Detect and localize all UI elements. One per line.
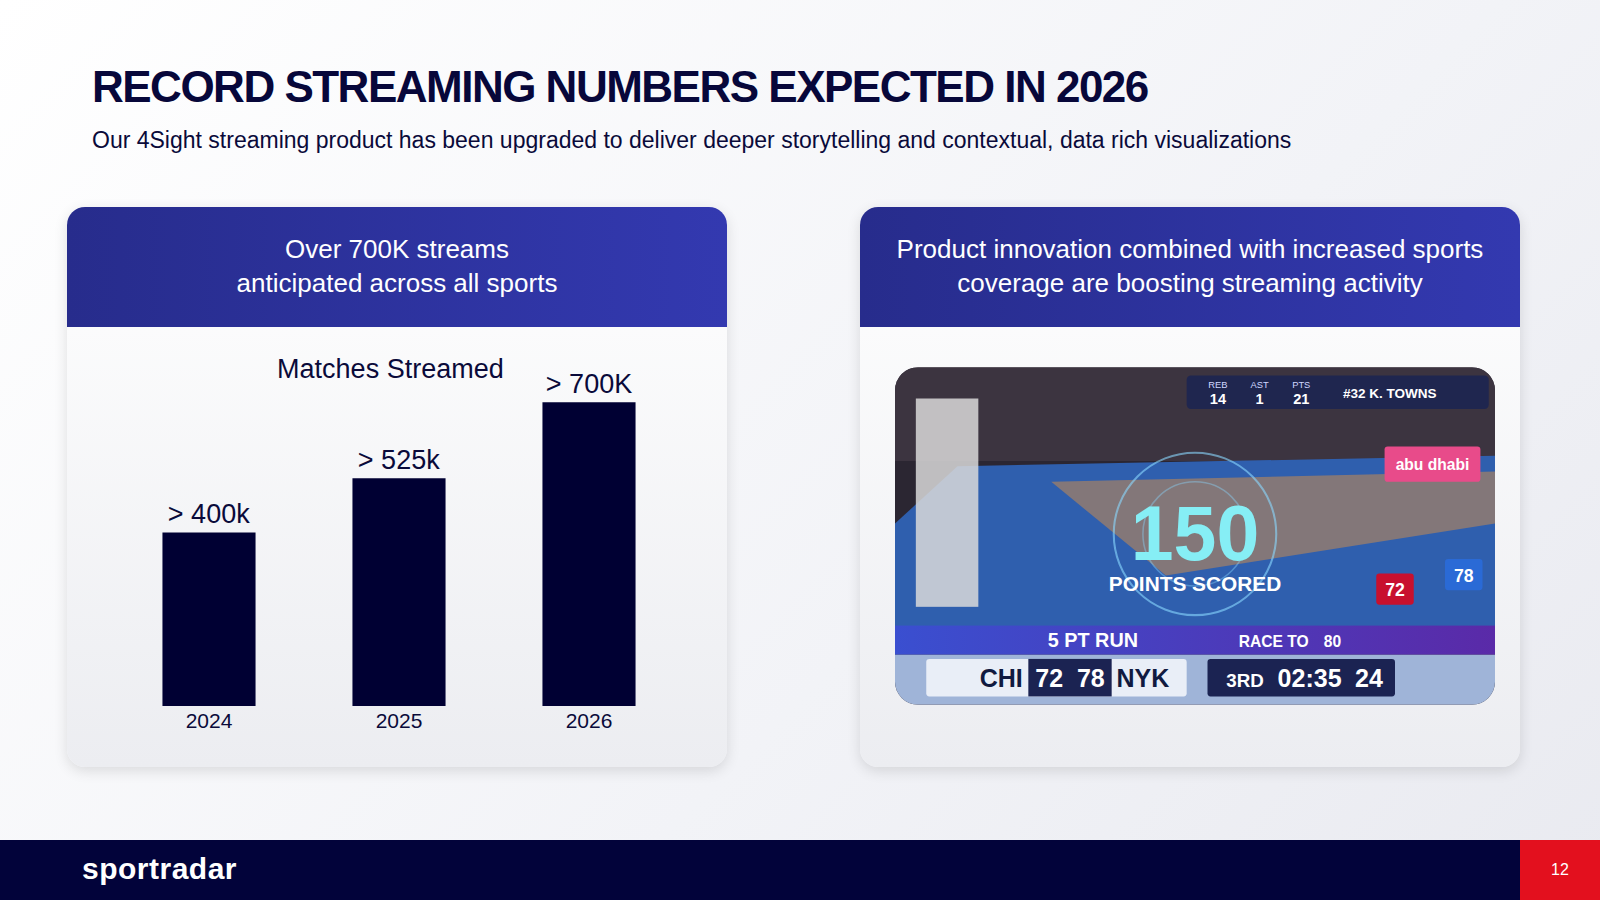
svg-text:#32 K. TOWNS: #32 K. TOWNS — [1343, 387, 1437, 402]
svg-text:AST: AST — [1250, 380, 1268, 390]
svg-text:REB: REB — [1208, 380, 1227, 390]
svg-text:78: 78 — [1077, 664, 1105, 692]
svg-text:2024: 2024 — [186, 709, 233, 732]
svg-text:1: 1 — [1256, 391, 1264, 407]
svg-text:2025: 2025 — [376, 709, 423, 732]
svg-text:5 PT RUN: 5 PT RUN — [1048, 629, 1138, 651]
svg-text:3RD: 3RD — [1226, 670, 1264, 691]
svg-text:Matches Streamed: Matches Streamed — [277, 354, 504, 384]
svg-text:80: 80 — [1324, 633, 1342, 650]
html-text:Over 700K streams anticipated: Over 700K streams anticipated across all… — [236, 234, 558, 298]
html-text:Our 4Sight streaming product h: Our 4Sight streaming product has been up… — [92, 127, 1292, 153]
svg-text:NYK: NYK — [1117, 664, 1170, 692]
svg-text:RACE TO: RACE TO — [1239, 633, 1309, 650]
svg-text:PTS: PTS — [1292, 380, 1310, 390]
svg-text:02:35: 02:35 — [1278, 664, 1342, 692]
svg-text:abu dhabi: abu dhabi — [1396, 456, 1470, 473]
svg-text:> 525k: > 525k — [358, 445, 440, 475]
svg-text:72: 72 — [1385, 580, 1405, 600]
html-text:12: 12 — [1551, 861, 1569, 878]
svg-text:> 700K: > 700K — [546, 369, 632, 399]
svg-text:72: 72 — [1035, 664, 1063, 692]
svg-text:78: 78 — [1454, 566, 1474, 586]
html-text:RECORD STREAMING NUMBERS EXPEC: RECORD STREAMING NUMBERS EXPECTED IN 202… — [92, 62, 1148, 111]
html-text:sportradar: sportradar — [82, 852, 237, 885]
svg-text:POINTS SCORED: POINTS SCORED — [1109, 572, 1281, 595]
svg-text:150: 150 — [1131, 490, 1260, 576]
svg-text:CHI: CHI — [980, 664, 1023, 692]
svg-text:24: 24 — [1355, 664, 1383, 692]
svg-text:14: 14 — [1210, 391, 1227, 407]
svg-text:2026: 2026 — [566, 709, 613, 732]
svg-text:> 400k: > 400k — [168, 499, 250, 529]
html-text:Product innovation combined wi: Product innovation combined with increas… — [896, 234, 1484, 298]
svg-text:21: 21 — [1293, 391, 1309, 407]
